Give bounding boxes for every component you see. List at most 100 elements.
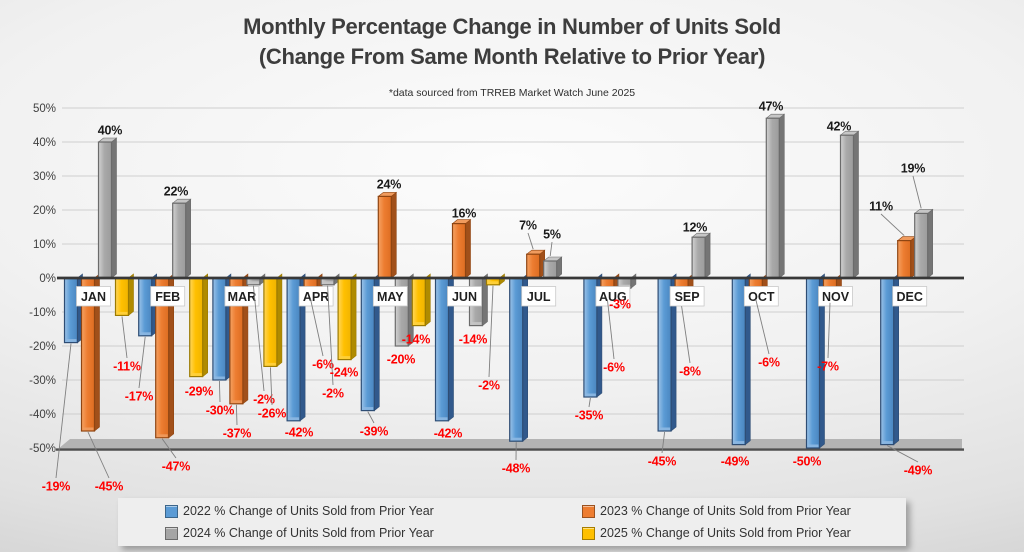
data-label-2023-dec: 11% [869, 200, 893, 214]
y-axis-tick--40: -40% [29, 409, 56, 421]
data-label-2022-sep: -45% [648, 455, 676, 469]
y-axis-tick--20: -20% [29, 341, 56, 353]
data-label-2023-oct: -6% [758, 356, 780, 370]
bar-2023-dec [897, 240, 912, 279]
bar-2022-nov-bottom [807, 444, 819, 448]
chart-title-line1: Monthly Percentage Change in Number of U… [243, 14, 781, 39]
bar-2022-jun [434, 277, 450, 422]
leader-line-2023-jan [87, 431, 110, 479]
bar-2022-aug [583, 277, 598, 398]
legend-swatch-2024 [165, 526, 178, 540]
chart-title: Monthly Percentage Change in Number of U… [0, 12, 1024, 72]
bar-2023-jun-side [465, 218, 471, 279]
data-label-2022-jun: -42% [434, 427, 462, 441]
leader-line-2023-dec [880, 213, 905, 236]
bar-2024-oct-side [778, 113, 785, 279]
leader-line-2023-mar [235, 404, 238, 426]
data-label-2025-mar: -26% [258, 407, 286, 421]
bar-2022-oct-bottom [733, 441, 745, 444]
legend-item-2022: 2022 % Change of Units Sold from Prior Y… [165, 503, 434, 519]
bar-2022-sep [657, 277, 672, 432]
bar-2022-apr [286, 277, 301, 422]
bar-2024-dec-side [927, 208, 934, 279]
bar-2022-jun-bottom [436, 417, 448, 421]
bar-2022-jan-bottom [65, 339, 77, 342]
y-axis-tick-30: 30% [33, 171, 56, 183]
leader-line-2022-feb [138, 336, 146, 389]
bar-2022-jul [509, 277, 524, 442]
data-label-2024-jun: -14% [459, 333, 487, 347]
category-label-oct: OCT [748, 290, 775, 304]
data-label-2023-feb: -47% [162, 460, 190, 474]
bar-2024-feb [172, 202, 187, 279]
legend-swatch-2022 [165, 504, 178, 518]
legend-label-2025: 2025 % Change of Units Sold from Prior Y… [600, 526, 851, 540]
bar-2025-jan [114, 277, 130, 317]
bar-2025-may-bottom [413, 322, 425, 325]
legend-swatch-2025 [582, 526, 595, 540]
data-label-2025-apr: -24% [330, 366, 358, 380]
legend-swatch-2023 [582, 504, 595, 518]
chart-legend: 2022 % Change of Units Sold from Prior Y… [118, 498, 906, 546]
data-label-2024-jul: 5% [543, 228, 561, 242]
category-box-aug [595, 286, 631, 307]
data-label-2022-nov: -50% [793, 455, 821, 469]
bar-2023-jul [526, 253, 541, 279]
bar-2023-may-side [390, 191, 397, 279]
data-label-2022-apr: -42% [285, 426, 313, 440]
leader-line-2024-apr [327, 285, 334, 386]
bar-2025-jan-side [128, 273, 134, 317]
bar-2025-apr-side [350, 273, 357, 361]
y-axis-tick-20: 20% [33, 205, 56, 217]
data-label-2022-jan: -19% [42, 480, 70, 494]
bar-2024-nov-side [853, 130, 859, 279]
legend-item-2024: 2024 % Change of Units Sold from Prior Y… [165, 525, 434, 541]
category-box-nov [818, 286, 853, 307]
leader-line-2024-mar [252, 285, 265, 392]
bar-2023-mar-bottom [230, 400, 242, 404]
category-box-jul [521, 286, 557, 307]
category-label-feb: FEB [155, 290, 180, 304]
legend-label-2022: 2022 % Change of Units Sold from Prior Y… [183, 504, 434, 518]
chart-title-line2: (Change From Same Month Relative to Prio… [258, 44, 766, 69]
bar-2022-dec-bottom [881, 441, 893, 444]
bar-2024-may-bottom [396, 342, 408, 346]
bar-2025-jun-bottom [487, 281, 499, 285]
bar-2024-jun-bottom [470, 322, 482, 325]
bar-2022-apr-bottom [288, 417, 300, 421]
category-label-dec: DEC [896, 290, 922, 304]
bar-2025-mar [263, 277, 278, 368]
leader-line-2025-jan [121, 316, 128, 359]
leader-line-2022-dec [886, 445, 919, 463]
bar-2022-may [360, 277, 375, 412]
category-box-jan [76, 286, 111, 307]
y-axis-tick--10: -10% [29, 307, 56, 319]
leader-line-2023-jul [527, 232, 534, 250]
bar-2024-jul [543, 260, 558, 279]
y-axis-tick-40: 40% [33, 137, 56, 149]
bar-2022-mar-bottom [213, 376, 225, 380]
bar-2022-jan [63, 277, 79, 344]
category-box-may [372, 286, 408, 307]
data-label-2023-jul: 7% [519, 219, 537, 233]
data-label-2023-mar: -37% [223, 427, 251, 441]
y-axis-tick-0: 0% [39, 273, 56, 285]
data-label-2022-may: -39% [360, 425, 388, 439]
y-axis-tick--50: -50% [29, 443, 56, 455]
bar-2025-feb-bottom [190, 373, 202, 376]
data-label-2024-dec: 19% [901, 162, 926, 176]
data-label-2022-oct: -49% [721, 455, 749, 469]
data-label-2023-nov: -7% [817, 360, 839, 374]
data-label-2024-apr: -2% [322, 387, 344, 401]
bar-2025-may-side [424, 273, 431, 327]
category-label-jul: JUL [527, 290, 551, 304]
data-label-2024-nov: 42% [827, 120, 852, 134]
bar-2024-mar-bottom [247, 281, 259, 285]
y-axis-tick-10: 10% [33, 239, 56, 251]
leader-line-2022-may [367, 411, 375, 424]
bar-2024-sep [691, 236, 706, 279]
data-label-2024-mar: -2% [253, 393, 275, 407]
category-label-apr: APR [303, 290, 329, 304]
